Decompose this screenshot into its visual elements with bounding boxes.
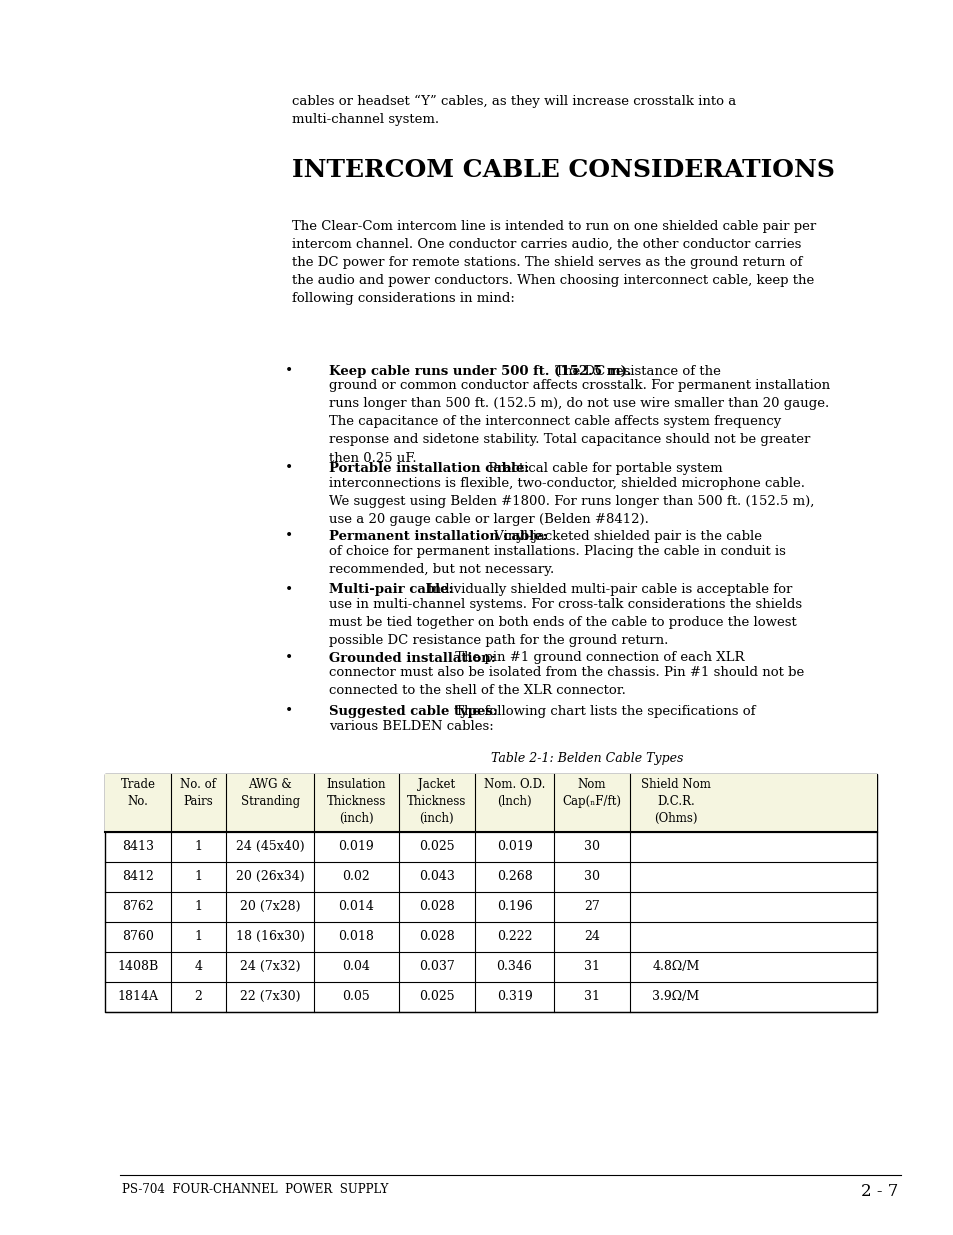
Text: Permanent installation cable:: Permanent installation cable: <box>329 530 547 543</box>
Text: 24 (7x32): 24 (7x32) <box>240 960 300 973</box>
Text: 2 - 7: 2 - 7 <box>861 1183 898 1200</box>
Text: 4: 4 <box>194 960 202 973</box>
Text: Grounded installation:: Grounded installation: <box>329 652 495 664</box>
Text: PS-704  FOUR-CHANNEL  POWER  SUPPLY: PS-704 FOUR-CHANNEL POWER SUPPLY <box>122 1183 388 1195</box>
Text: Multi-pair cable:: Multi-pair cable: <box>329 583 453 597</box>
Text: The Clear-Com intercom line is intended to run on one shielded cable pair per
in: The Clear-Com intercom line is intended … <box>292 220 816 305</box>
Text: 0.028: 0.028 <box>418 900 455 913</box>
Text: •: • <box>284 529 293 543</box>
Text: interconnections is flexible, two-conductor, shielded microphone cable.
We sugge: interconnections is flexible, two-conduc… <box>329 477 813 526</box>
Text: Table 2-1: Belden Cable Types: Table 2-1: Belden Cable Types <box>490 752 682 764</box>
Text: •: • <box>284 704 293 718</box>
Text: Shield Nom
D.C.R.
(Ohms): Shield Nom D.C.R. (Ohms) <box>640 778 710 825</box>
Text: 0.319: 0.319 <box>497 990 532 1003</box>
Bar <box>105 774 876 832</box>
Text: 0.04: 0.04 <box>342 960 370 973</box>
Text: 0.043: 0.043 <box>418 869 455 883</box>
Text: ground or common conductor affects crosstalk. For permanent installation
runs lo: ground or common conductor affects cross… <box>329 379 829 464</box>
Text: Keep cable runs under 500 ft. (152.5 m).: Keep cable runs under 500 ft. (152.5 m). <box>329 366 631 378</box>
Text: Suggested cable types:: Suggested cable types: <box>329 705 497 718</box>
Text: •: • <box>284 461 293 475</box>
Text: The following chart lists the specifications of: The following chart lists the specificat… <box>451 705 755 718</box>
Text: 1: 1 <box>194 930 202 944</box>
Text: Vinyl-jacketed shielded pair is the cable: Vinyl-jacketed shielded pair is the cabl… <box>489 530 761 543</box>
Text: No. of
Pairs: No. of Pairs <box>180 778 216 808</box>
Text: 22 (7x30): 22 (7x30) <box>240 990 300 1003</box>
Text: 3.9Ω/M: 3.9Ω/M <box>652 990 699 1003</box>
Text: 1: 1 <box>194 869 202 883</box>
Text: 20 (7x28): 20 (7x28) <box>240 900 300 913</box>
Text: 0.028: 0.028 <box>418 930 455 944</box>
Bar <box>105 774 876 1011</box>
Text: 8413: 8413 <box>122 840 153 853</box>
Text: Insulation
Thickness
(inch): Insulation Thickness (inch) <box>326 778 386 825</box>
Text: 8760: 8760 <box>122 930 153 944</box>
Text: INTERCOM CABLE CONSIDERATIONS: INTERCOM CABLE CONSIDERATIONS <box>292 158 834 182</box>
Text: various BELDEN cables:: various BELDEN cables: <box>329 720 493 732</box>
Text: 0.025: 0.025 <box>418 990 455 1003</box>
Text: Nom
Cap(ₙF/ft): Nom Cap(ₙF/ft) <box>562 778 621 808</box>
Text: 24 (45x40): 24 (45x40) <box>235 840 304 853</box>
Text: Individually shielded multi-pair cable is acceptable for: Individually shielded multi-pair cable i… <box>423 583 792 597</box>
Text: 30: 30 <box>583 869 599 883</box>
Text: 0.019: 0.019 <box>338 840 374 853</box>
Text: 31: 31 <box>583 960 599 973</box>
Text: AWG &
Stranding: AWG & Stranding <box>240 778 299 808</box>
Text: 0.222: 0.222 <box>497 930 532 944</box>
Text: The DC resistance of the: The DC resistance of the <box>551 366 720 378</box>
Text: 1: 1 <box>194 900 202 913</box>
Text: 8762: 8762 <box>122 900 153 913</box>
Text: 0.196: 0.196 <box>497 900 532 913</box>
Text: cables or headset “Y” cables, as they will increase crosstalk into a
multi-chann: cables or headset “Y” cables, as they wi… <box>292 95 736 126</box>
Text: 31: 31 <box>583 990 599 1003</box>
Text: 24: 24 <box>583 930 599 944</box>
Text: 18 (16x30): 18 (16x30) <box>235 930 304 944</box>
Text: Portable installation cable:: Portable installation cable: <box>329 462 529 475</box>
Text: Jacket
Thickness
(inch): Jacket Thickness (inch) <box>407 778 466 825</box>
Text: 0.018: 0.018 <box>338 930 374 944</box>
Text: •: • <box>284 583 293 597</box>
Text: 27: 27 <box>583 900 599 913</box>
Text: 0.268: 0.268 <box>497 869 532 883</box>
Text: •: • <box>284 364 293 378</box>
Text: 1408B: 1408B <box>117 960 158 973</box>
Text: 0.346: 0.346 <box>497 960 532 973</box>
Text: 2: 2 <box>194 990 202 1003</box>
Text: •: • <box>284 651 293 664</box>
Text: 1814A: 1814A <box>117 990 158 1003</box>
Text: 4.8Ω/M: 4.8Ω/M <box>652 960 699 973</box>
Text: Practical cable for portable system: Practical cable for portable system <box>484 462 722 475</box>
Text: 1: 1 <box>194 840 202 853</box>
Text: 0.019: 0.019 <box>497 840 532 853</box>
Text: 30: 30 <box>583 840 599 853</box>
Text: connector must also be isolated from the chassis. Pin #1 should not be
connected: connector must also be isolated from the… <box>329 666 803 697</box>
Text: 20 (26x34): 20 (26x34) <box>235 869 304 883</box>
Text: 0.02: 0.02 <box>342 869 370 883</box>
Text: Nom. O.D.
(lnch): Nom. O.D. (lnch) <box>483 778 545 808</box>
Text: 0.025: 0.025 <box>418 840 455 853</box>
Text: Trade
No.: Trade No. <box>120 778 155 808</box>
Text: 8412: 8412 <box>122 869 153 883</box>
Text: The pin #1 ground connection of each XLR: The pin #1 ground connection of each XLR <box>451 652 743 664</box>
Text: 0.014: 0.014 <box>338 900 374 913</box>
Text: of choice for permanent installations. Placing the cable in conduit is
recommend: of choice for permanent installations. P… <box>329 545 784 576</box>
Text: use in multi-channel systems. For cross-talk considerations the shields
must be : use in multi-channel systems. For cross-… <box>329 598 801 647</box>
Text: 0.05: 0.05 <box>342 990 370 1003</box>
Text: 0.037: 0.037 <box>418 960 455 973</box>
